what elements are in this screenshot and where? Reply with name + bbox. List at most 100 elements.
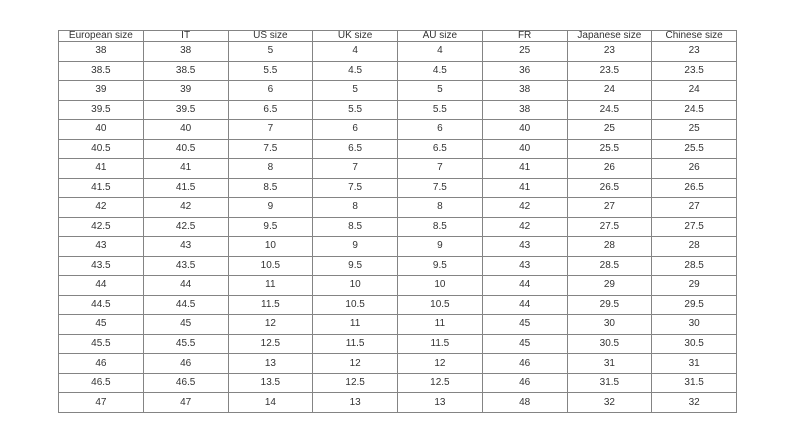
table-cell: 43 <box>481 255 568 277</box>
table-cell: 23 <box>651 41 737 62</box>
table-cell: 45 <box>481 314 568 335</box>
table-cell: 46 <box>142 353 229 374</box>
table-cell: 41 <box>142 158 229 179</box>
table-cell: 36 <box>481 60 568 82</box>
table-row: 45 45 12 11 11 45 30 30 <box>58 314 737 335</box>
table-cell: 4 <box>397 41 483 62</box>
table-cell: 40 <box>58 119 144 140</box>
table-cell: 47 <box>142 392 229 413</box>
table-cell: 11 <box>397 314 483 335</box>
table-cell: 6 <box>227 80 314 101</box>
table-header-row: European size IT US size UK size AU size FR Ja… <box>58 30 737 42</box>
table-cell: 9.5 <box>227 216 314 238</box>
table-cell: 13 <box>397 392 483 413</box>
table-cell: 4.5 <box>312 60 398 82</box>
table-cell: 29 <box>651 275 737 296</box>
table-row: 44.5 44.5 11.5 10.5 10.5 44 29.5 29.5 <box>58 294 737 316</box>
table-cell: 26 <box>651 158 737 179</box>
table-cell: 25 <box>481 41 568 62</box>
table-cell: 7.5 <box>227 138 314 160</box>
table-cell: 26.5 <box>566 177 653 199</box>
table-cell: 40 <box>481 119 568 140</box>
column-header: Japanese size <box>566 30 653 42</box>
table-cell: 44 <box>481 294 568 316</box>
table-row: 41.5 41.5 8.5 7.5 7.5 41 26.5 26.5 <box>58 177 737 199</box>
table-cell: 11.5 <box>227 294 314 316</box>
table-cell: 25 <box>566 119 653 140</box>
table-cell: 38 <box>58 41 144 62</box>
table-cell: 39.5 <box>58 99 144 121</box>
table-cell: 5 <box>312 80 398 101</box>
table-cell: 7 <box>227 119 314 140</box>
table-cell: 5.5 <box>312 99 398 121</box>
table-cell: 40.5 <box>142 138 229 160</box>
table-row: 38.5 38.5 5.5 4.5 4.5 36 23.5 23.5 <box>58 60 737 82</box>
table-cell: 5.5 <box>397 99 483 121</box>
table-cell: 42 <box>481 197 568 218</box>
table-cell: 7 <box>397 158 483 179</box>
table-cell: 30 <box>651 314 737 335</box>
table-cell: 24.5 <box>566 99 653 121</box>
table-cell: 14 <box>227 392 314 413</box>
table-cell: 11 <box>227 275 314 296</box>
table-cell: 13 <box>227 353 314 374</box>
table-cell: 40 <box>142 119 229 140</box>
table-cell: 32 <box>566 392 653 413</box>
table-cell: 41.5 <box>58 177 144 199</box>
table-cell: 12.5 <box>312 372 398 394</box>
table-cell: 23.5 <box>566 60 653 82</box>
table-cell: 32 <box>651 392 737 413</box>
table-cell: 12.5 <box>397 372 483 394</box>
table-row: 40 40 7 6 6 40 25 25 <box>58 119 737 140</box>
table-cell: 43 <box>481 236 568 257</box>
table-cell: 23 <box>566 41 653 62</box>
table-row: 43 43 10 9 9 43 28 28 <box>58 236 737 257</box>
table-cell: 42.5 <box>142 216 229 238</box>
table-row: 47 47 14 13 13 48 32 32 <box>58 392 737 413</box>
table-cell: 39 <box>142 80 229 101</box>
table-cell: 11 <box>312 314 398 335</box>
table-cell: 26 <box>566 158 653 179</box>
table-cell: 10.5 <box>312 294 398 316</box>
table-cell: 38 <box>142 41 229 62</box>
table-cell: 24 <box>651 80 737 101</box>
table-cell: 44.5 <box>58 294 144 316</box>
table-cell: 6 <box>312 119 398 140</box>
table-cell: 8.5 <box>312 216 398 238</box>
column-header: European size <box>58 30 144 42</box>
table-cell: 46.5 <box>58 372 144 394</box>
table-cell: 38.5 <box>58 60 144 82</box>
table-cell: 9 <box>227 197 314 218</box>
table-cell: 42.5 <box>58 216 144 238</box>
table-cell: 31 <box>566 353 653 374</box>
table-cell: 24.5 <box>651 99 737 121</box>
table-cell: 29.5 <box>566 294 653 316</box>
table-row: 39.5 39.5 6.5 5.5 5.5 38 24.5 24.5 <box>58 99 737 121</box>
table-cell: 43 <box>58 236 144 257</box>
table-cell: 28.5 <box>651 255 737 277</box>
table-cell: 30 <box>566 314 653 335</box>
table-cell: 40.5 <box>58 138 144 160</box>
table-cell: 26.5 <box>651 177 737 199</box>
size-conversion-table: European size IT US size UK size AU size FR Ja… <box>58 30 737 413</box>
column-header: FR <box>481 30 568 42</box>
table-row: 44 44 11 10 10 44 29 29 <box>58 275 737 296</box>
table-cell: 38 <box>481 80 568 101</box>
table-cell: 31 <box>651 353 737 374</box>
column-header: IT <box>142 30 229 42</box>
table-cell: 41 <box>481 177 568 199</box>
table-cell: 11.5 <box>312 333 398 355</box>
table-cell: 12 <box>312 353 398 374</box>
table-cell: 28 <box>566 236 653 257</box>
table-cell: 23.5 <box>651 60 737 82</box>
table-cell: 38 <box>481 99 568 121</box>
table-row: 46 46 13 12 12 46 31 31 <box>58 353 737 374</box>
table-cell: 46 <box>481 372 568 394</box>
table-cell: 28 <box>651 236 737 257</box>
table-cell: 42 <box>58 197 144 218</box>
table-cell: 46 <box>481 353 568 374</box>
table-cell: 47 <box>58 392 144 413</box>
table-cell: 10 <box>312 275 398 296</box>
table-cell: 39.5 <box>142 99 229 121</box>
table-row: 39 39 6 5 5 38 24 24 <box>58 80 737 101</box>
